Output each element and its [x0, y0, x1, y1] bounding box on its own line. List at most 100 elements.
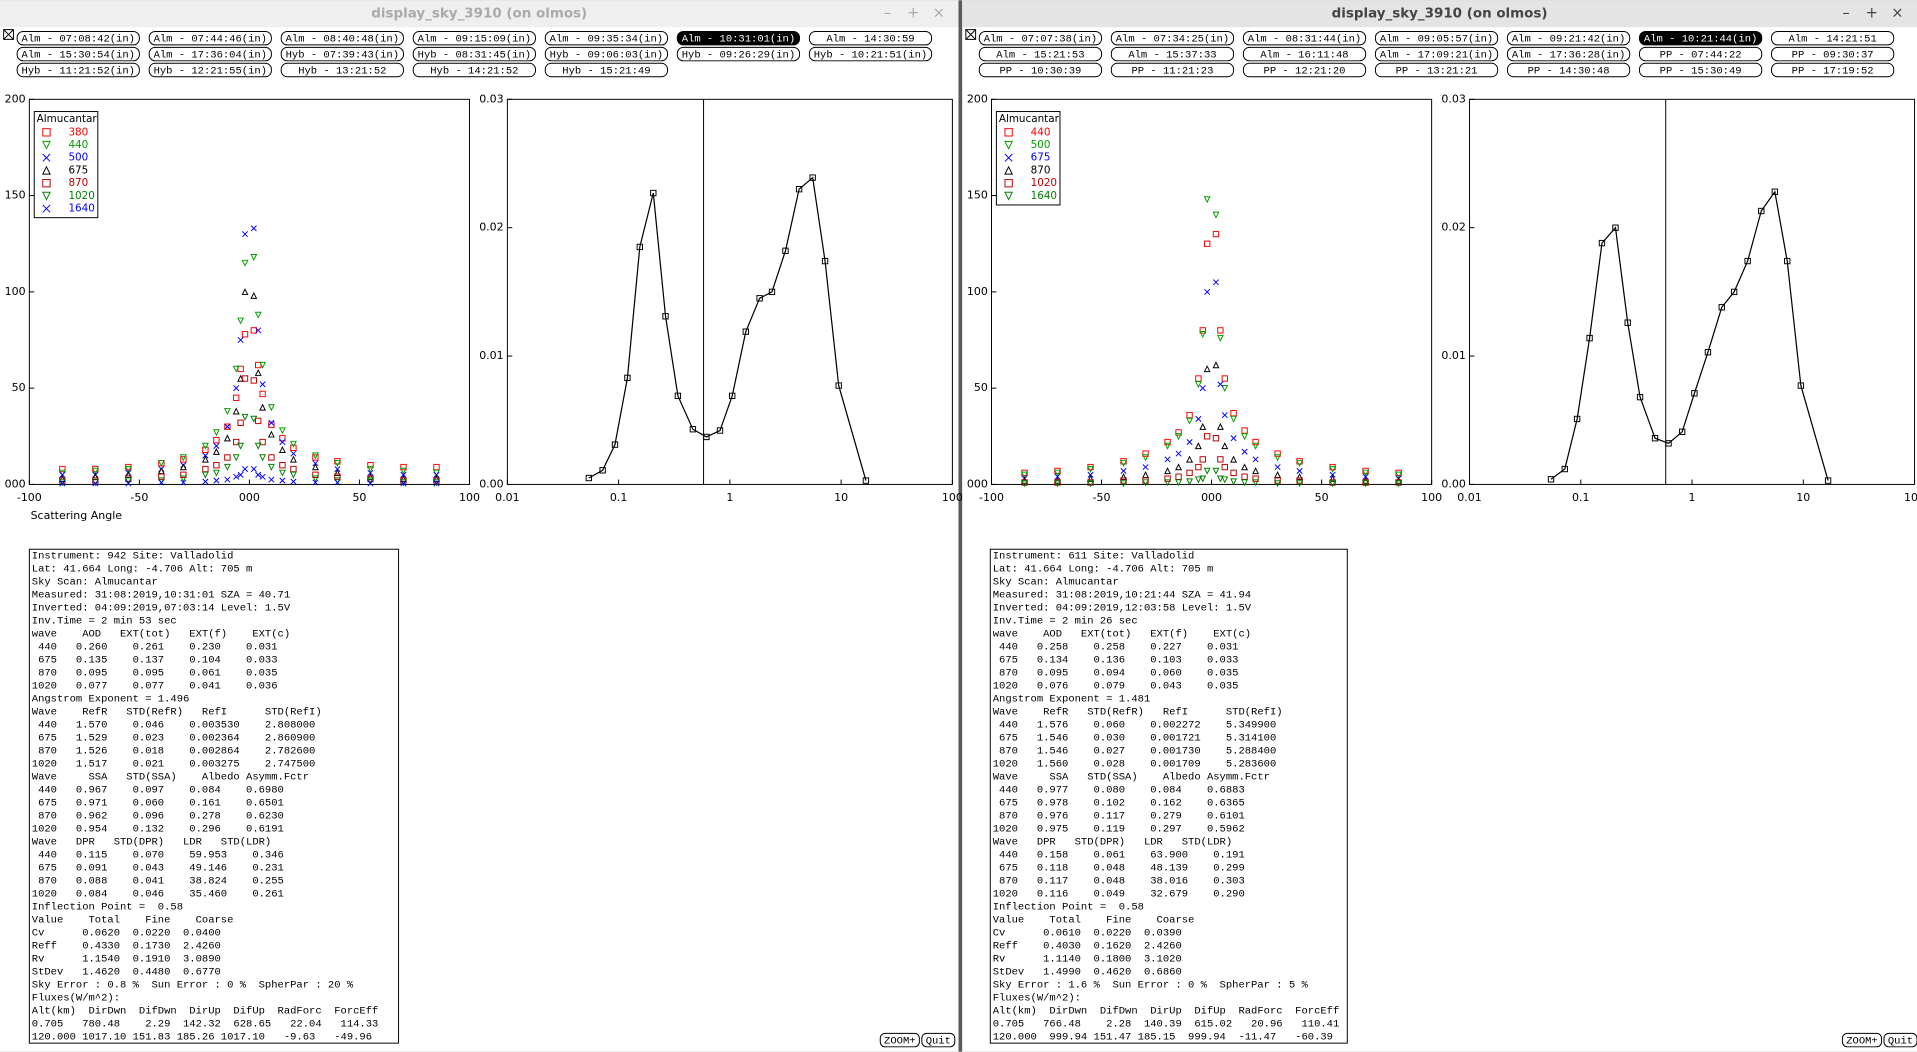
- scan-button-label[interactable]: PP - 13:21:21: [1396, 65, 1478, 77]
- scan-button-label[interactable]: Alm - 07:44:46(in): [154, 34, 267, 46]
- scan-button-label[interactable]: Alm - 15:30:54(in): [22, 49, 135, 61]
- scan-button-label[interactable]: Alm - 17:09:21(in): [1380, 49, 1493, 61]
- scan-button-label[interactable]: Alm - 17:36:04(in): [154, 49, 267, 61]
- scan-button[interactable]: [1771, 46, 1895, 62]
- scan-button[interactable]: [1638, 30, 1763, 46]
- scan-button[interactable]: [1771, 62, 1895, 78]
- window-control[interactable]: +: [1866, 5, 1878, 22]
- scan-button[interactable]: [1506, 30, 1631, 46]
- window-control[interactable]: ×: [933, 5, 945, 22]
- scan-button[interactable]: [808, 46, 933, 62]
- scan-button-label[interactable]: Hyb - 12:21:55(in): [154, 65, 267, 77]
- footer-button[interactable]: [1841, 1032, 1883, 1048]
- scan-button[interactable]: [1110, 30, 1235, 46]
- scan-button-label[interactable]: PP - 17:19:52: [1792, 65, 1874, 77]
- scan-button-label[interactable]: PP - 12:21:20: [1264, 65, 1346, 77]
- scan-button-label[interactable]: Alm - 09:05:57(in): [1380, 34, 1493, 46]
- scan-button-label[interactable]: PP - 07:44:22: [1660, 49, 1742, 61]
- scan-button[interactable]: [1110, 46, 1235, 62]
- scan-button-label[interactable]: PP - 15:30:49: [1660, 65, 1742, 77]
- scan-button[interactable]: [412, 30, 536, 46]
- scan-button-label[interactable]: Alm - 10:21:44(in): [1644, 34, 1757, 46]
- scan-button-label[interactable]: Hyb - 11:21:52(in): [22, 65, 135, 77]
- window-control[interactable]: –: [1842, 5, 1849, 22]
- scan-button[interactable]: [1242, 46, 1367, 62]
- footer-button[interactable]: [879, 1032, 920, 1048]
- point: [289, 471, 297, 479]
- scan-button-label[interactable]: PP - 09:30:37: [1792, 49, 1874, 61]
- point: [1636, 393, 1644, 401]
- scan-button[interactable]: [412, 46, 536, 62]
- scan-button[interactable]: [148, 62, 272, 78]
- scan-button-label[interactable]: PP - 10:30:39: [999, 65, 1081, 77]
- footer-button[interactable]: [921, 1032, 956, 1048]
- scan-button-label[interactable]: Alm - 08:40:48(in): [286, 34, 399, 46]
- point: [201, 471, 209, 479]
- scan-button[interactable]: [676, 46, 801, 62]
- scan-button[interactable]: [280, 62, 404, 78]
- scan-button[interactable]: [978, 62, 1103, 78]
- scan-button[interactable]: [16, 46, 140, 62]
- scan-button-label[interactable]: Alm - 09:35:34(in): [550, 34, 663, 46]
- scan-button[interactable]: [544, 62, 669, 78]
- scan-button[interactable]: [1506, 46, 1631, 62]
- window-control[interactable]: –: [884, 5, 891, 22]
- scan-button[interactable]: [1110, 62, 1235, 78]
- scan-button-label[interactable]: Alm - 09:15:09(in): [418, 34, 531, 46]
- scan-button[interactable]: [808, 30, 933, 46]
- scan-button-label[interactable]: Alm - 17:36:28(in): [1512, 49, 1625, 61]
- footer-button-label[interactable]: ZOOM+: [1846, 1035, 1878, 1047]
- scan-button-label[interactable]: Alm - 08:31:44(in): [1248, 34, 1361, 46]
- scan-button-label[interactable]: Alm - 16:11:48: [1260, 49, 1348, 61]
- scan-button[interactable]: [412, 62, 536, 78]
- scan-button[interactable]: [1771, 30, 1895, 46]
- scan-button[interactable]: [1374, 46, 1499, 62]
- footer-button-label[interactable]: Quit: [926, 1035, 951, 1047]
- scan-button[interactable]: [16, 30, 140, 46]
- scan-button-label[interactable]: Hyb - 13:21:52: [298, 65, 386, 77]
- scan-button-label[interactable]: Hyb - 15:21:49: [562, 65, 650, 77]
- scan-button[interactable]: [978, 30, 1103, 46]
- scan-button[interactable]: [1638, 46, 1763, 62]
- scan-button-label[interactable]: Hyb - 10:21:51(in): [814, 49, 927, 61]
- scan-button[interactable]: [148, 30, 272, 46]
- scan-button[interactable]: [544, 30, 669, 46]
- scan-button-label[interactable]: Hyb - 14:21:52: [430, 65, 518, 77]
- scan-button-label[interactable]: PP - 14:30:48: [1528, 65, 1610, 77]
- scan-button[interactable]: [1506, 62, 1631, 78]
- scan-button-label[interactable]: Alm - 15:37:33: [1128, 49, 1216, 61]
- scan-button-label[interactable]: Hyb - 09:06:03(in): [550, 49, 663, 61]
- scan-button[interactable]: [676, 30, 801, 46]
- x-tick-label: 50: [1315, 491, 1329, 504]
- scan-button-label[interactable]: Hyb - 07:39:43(in): [286, 49, 399, 61]
- scan-button-label[interactable]: Alm - 14:21:51: [1789, 34, 1877, 46]
- scan-button[interactable]: [280, 30, 404, 46]
- scan-button-label[interactable]: Alm - 07:34:25(in): [1116, 34, 1229, 46]
- y-tick-label: 000: [967, 477, 988, 490]
- scan-button-label[interactable]: Alm - 10:31:01(in): [682, 34, 795, 46]
- scan-button[interactable]: [978, 46, 1103, 62]
- scan-button[interactable]: [1374, 62, 1499, 78]
- scan-button-label[interactable]: Hyb - 08:31:45(in): [418, 49, 531, 61]
- scan-button[interactable]: [280, 46, 404, 62]
- window-control[interactable]: +: [907, 5, 919, 22]
- footer-button-label[interactable]: ZOOM+: [884, 1035, 916, 1047]
- legend-title: Almucantar: [999, 113, 1060, 125]
- scan-button[interactable]: [544, 46, 669, 62]
- scan-button[interactable]: [148, 46, 272, 62]
- scan-button[interactable]: [1242, 62, 1367, 78]
- scan-button[interactable]: [1242, 30, 1367, 46]
- scan-button[interactable]: [1374, 30, 1499, 46]
- scan-button-label[interactable]: Alm - 09:21:42(in): [1512, 34, 1625, 46]
- scan-button-label[interactable]: Hyb - 09:26:29(in): [682, 49, 795, 61]
- scan-button-label[interactable]: PP - 11:21:23: [1131, 65, 1213, 77]
- scan-button-label[interactable]: Alm - 14:30:59: [826, 34, 914, 46]
- window-control[interactable]: ×: [1891, 5, 1903, 22]
- scan-button[interactable]: [1638, 62, 1763, 78]
- footer-button-label[interactable]: Quit: [1888, 1035, 1913, 1047]
- scan-button-label[interactable]: Alm - 15:21:53: [996, 49, 1084, 61]
- scan-button-label[interactable]: Alm - 07:08:42(in): [22, 34, 135, 46]
- footer-button[interactable]: [1883, 1032, 1917, 1048]
- scan-button[interactable]: [16, 62, 140, 78]
- scan-button-label[interactable]: Alm - 07:07:38(in): [984, 34, 1097, 46]
